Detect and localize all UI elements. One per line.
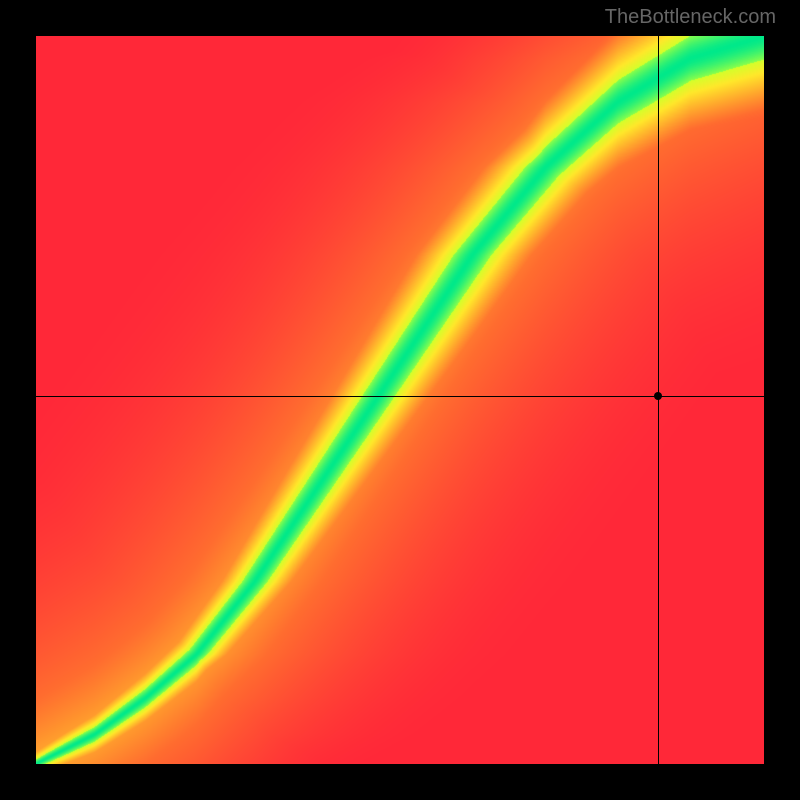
heatmap-chart xyxy=(36,36,764,764)
crosshair-marker xyxy=(654,392,662,400)
watermark-text: TheBottleneck.com xyxy=(605,6,776,29)
heatmap-canvas xyxy=(36,36,764,764)
